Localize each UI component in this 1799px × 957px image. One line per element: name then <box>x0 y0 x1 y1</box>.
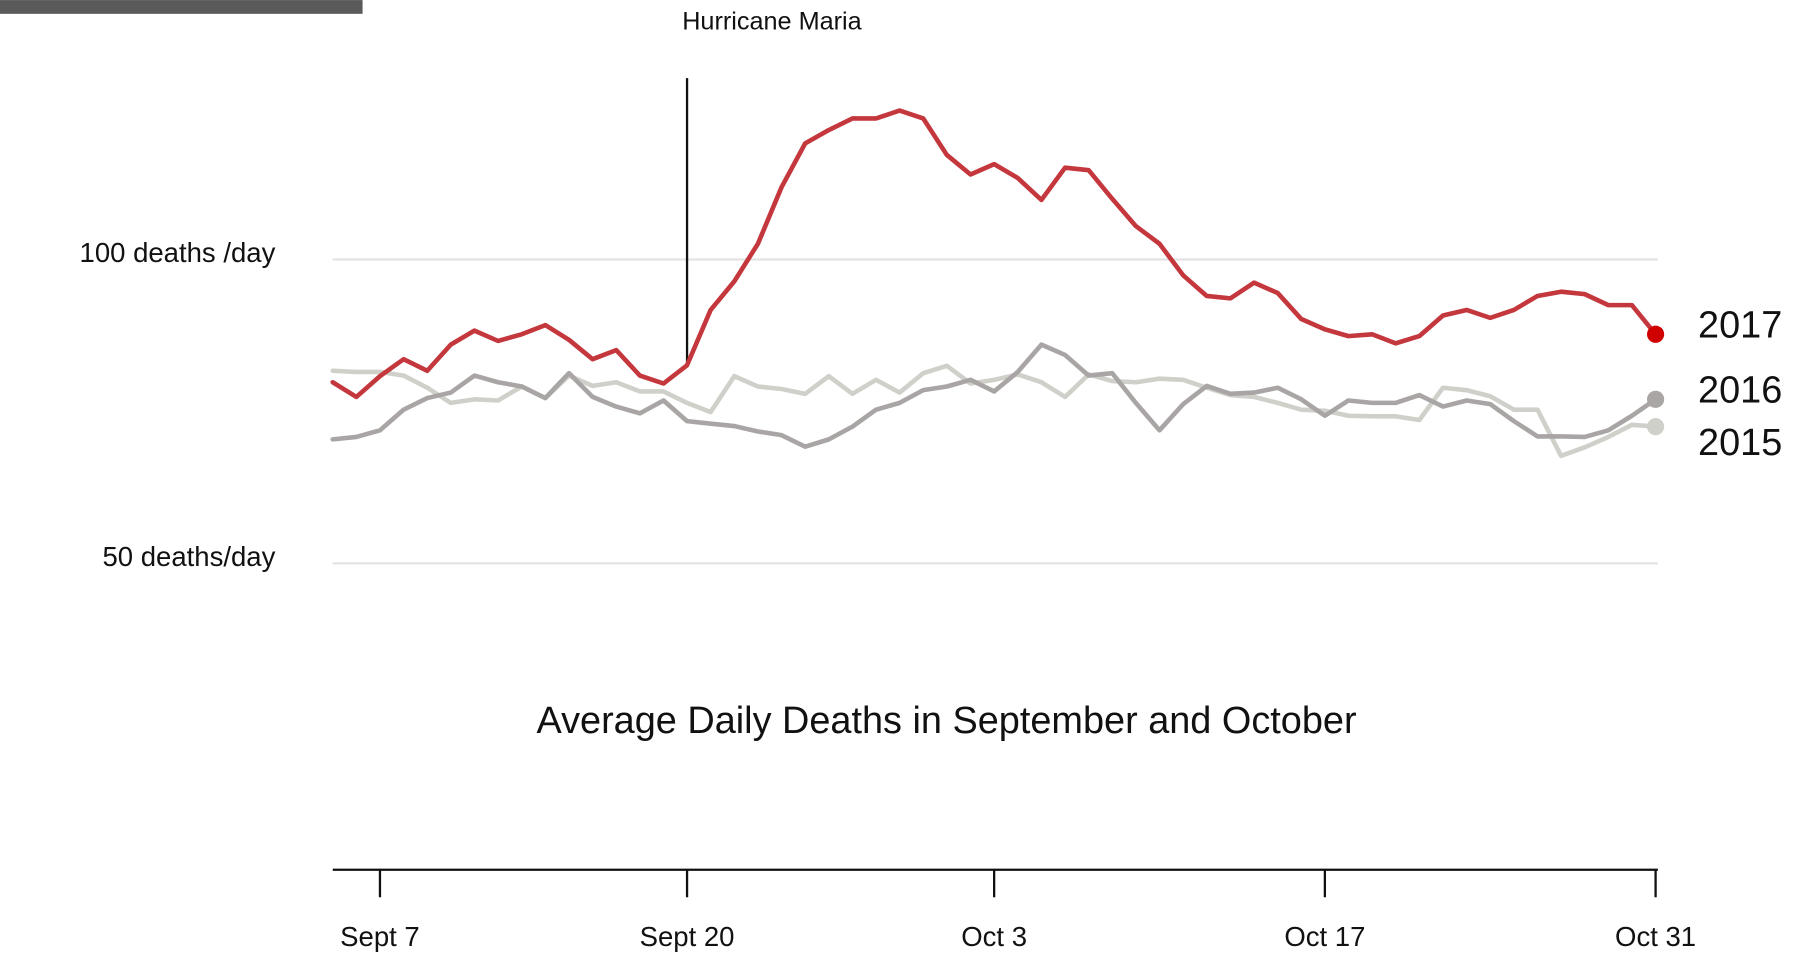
x-tick-label: Oct 31 <box>1615 921 1696 952</box>
end-dot <box>1647 326 1664 343</box>
x-tick-label: Oct 3 <box>961 921 1027 952</box>
y-tick-label: 50 deaths/day <box>102 541 275 572</box>
chart: Average Daily Deaths in September and Oc… <box>0 0 1799 957</box>
legend-label: 2016 <box>1698 369 1782 411</box>
x-tick-label: Sept 20 <box>640 921 735 952</box>
series-line <box>333 111 1656 397</box>
x-tick-label: Sept 7 <box>340 921 420 952</box>
end-dot <box>1647 418 1664 435</box>
series-line <box>333 366 1656 456</box>
annotation-label: Hurricane Maria <box>682 8 862 36</box>
page: {"chart_data": { "type": "line", "title"… <box>0 0 1799 957</box>
x-tick-label: Oct 17 <box>1284 921 1365 952</box>
y-tick-label: 100 deaths /day <box>80 237 276 268</box>
legend-label: 2017 <box>1698 304 1782 346</box>
cropped-photo <box>0 0 363 14</box>
end-dot <box>1647 391 1664 408</box>
chart-title: Average Daily Deaths in September and Oc… <box>537 700 1357 742</box>
series-line <box>333 345 1656 447</box>
legend-label: 2015 <box>1698 422 1782 464</box>
